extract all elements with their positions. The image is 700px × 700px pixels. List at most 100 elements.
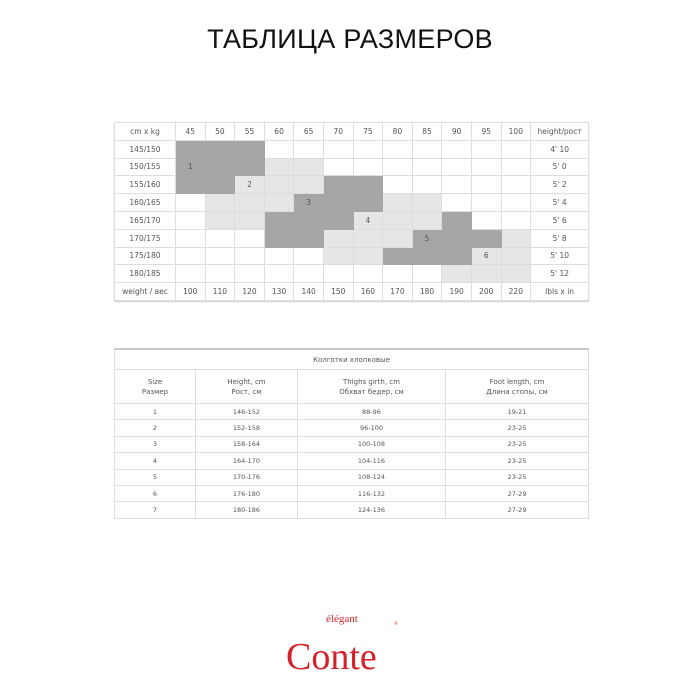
size-cell <box>500 139 532 159</box>
size-cell <box>470 139 502 159</box>
size-cell <box>293 264 324 284</box>
size-cell <box>352 193 384 212</box>
size-zone-label: 6 <box>470 246 502 266</box>
size-cell <box>263 175 295 195</box>
unit-label: lbls x in <box>530 282 590 301</box>
size-cell <box>175 193 206 212</box>
weight-lbs-value: 120 <box>234 282 265 301</box>
size-spec-table: Колготки хлопковые Size Размер Height, cm Ро… <box>113 348 590 519</box>
height-cm-label: 160/165 <box>114 193 176 212</box>
foot-value: 23-25 <box>444 435 590 454</box>
size-cell <box>411 210 443 230</box>
height-ft-label: 5' 12 <box>530 264 590 284</box>
grid-row: 150/155 1 5' 0 <box>114 157 590 177</box>
size-cell <box>500 228 532 248</box>
weight-lbs-value: 130 <box>263 282 295 301</box>
size-cell <box>441 157 472 177</box>
height-value: 170-176 <box>195 468 298 486</box>
size-row: 4 164-170 104-116 23-25 <box>114 452 590 470</box>
size-cell <box>470 264 502 284</box>
size-cell <box>204 193 236 212</box>
column-header: Size Размер <box>114 369 196 404</box>
size-cell <box>470 193 502 212</box>
size-cell <box>500 210 532 230</box>
size-zone-label: 4 <box>352 210 384 230</box>
size-cell <box>352 157 384 177</box>
size-cell <box>411 264 443 284</box>
size-cell <box>382 175 413 195</box>
height-value: 176-180 <box>195 484 298 503</box>
size-cell <box>204 210 236 230</box>
weight-kg-header: 50 <box>204 122 236 141</box>
column-header-line: Длина стопы, см <box>486 387 548 396</box>
size-cell <box>322 193 354 212</box>
weight-lbs-value: 190 <box>441 282 472 301</box>
size-cell <box>500 157 532 177</box>
corner-label: cm x kg <box>114 122 176 141</box>
size-cell <box>293 246 324 266</box>
weight-lbs-value: 100 <box>175 282 206 301</box>
weight-lbs-value: 110 <box>204 282 236 301</box>
size-cell <box>204 246 236 266</box>
size-cell <box>293 139 324 159</box>
weight-kg-header: 45 <box>175 122 206 141</box>
column-header-line: Рост, см <box>231 387 262 396</box>
svg-text:élégant: élégant <box>326 613 358 625</box>
size-cell <box>204 264 236 284</box>
size-cell <box>322 175 354 195</box>
size-value: 5 <box>114 468 196 486</box>
weight-lbs-value: 150 <box>322 282 354 301</box>
size-cell <box>322 246 354 266</box>
size-cell <box>204 228 236 248</box>
size-cell <box>352 264 384 284</box>
size-cell <box>322 264 354 284</box>
size-cell <box>470 175 502 195</box>
size-cell <box>411 157 443 177</box>
size-cell <box>500 246 532 266</box>
size-row: 2 152-158 96-100 23-25 <box>114 419 590 437</box>
foot-value: 27-29 <box>444 484 590 503</box>
weight-kg-header: 100 <box>500 122 532 141</box>
size-cell <box>411 139 443 159</box>
size-cell <box>234 228 265 248</box>
column-header: Height, cm Рост, см <box>195 369 298 404</box>
height-cm-label: 180/185 <box>114 264 176 284</box>
size-row: 6 176-180 116-132 27-29 <box>114 484 590 503</box>
size-cell <box>175 210 206 230</box>
thighs-value: 100-108 <box>297 435 446 454</box>
grid-footer-row: weight / вес 100 110 120 130 140 150 160 170 180 1… <box>114 282 590 301</box>
weight-kg-header: 55 <box>234 122 265 141</box>
foot-value: 23-25 <box>444 468 590 486</box>
grid-row: 160/165 3 5' 4 <box>114 193 590 212</box>
size-value: 7 <box>114 501 196 519</box>
size-cell <box>382 246 413 266</box>
weight-kg-header: 80 <box>382 122 413 141</box>
height-ft-label: 5' 2 <box>530 175 590 195</box>
size-cell <box>441 210 472 230</box>
height-cm-label: 155/160 <box>114 175 176 195</box>
size-cell <box>263 228 295 248</box>
size-cell <box>352 228 384 248</box>
height-value: 164-170 <box>195 452 298 470</box>
height-ft-label: 5' 6 <box>530 210 590 230</box>
size-cell <box>352 139 384 159</box>
size-cell <box>234 246 265 266</box>
size-cell <box>382 264 413 284</box>
conte-logo: élégant Conte ® <box>286 613 398 674</box>
size-cell <box>234 193 265 212</box>
size-cell <box>175 139 206 159</box>
size-cell <box>263 210 295 230</box>
size-cell <box>263 139 295 159</box>
size-cell <box>441 228 472 248</box>
column-header-line: Height, cm <box>227 377 266 386</box>
size-cell <box>500 193 532 212</box>
size-cell <box>234 139 265 159</box>
size-row: 1 146-152 88-96 19-21 <box>114 402 590 421</box>
weight-lbs-value: 160 <box>352 282 384 301</box>
size-cell <box>234 264 265 284</box>
size-cell <box>470 157 502 177</box>
weight-footer-label: weight / вес <box>114 282 176 301</box>
grid-row: 165/170 4 5' 6 <box>114 210 590 230</box>
grid-row: 155/160 2 5' 2 <box>114 175 590 195</box>
column-header: Thighs girth, cm Обхват бедер, см <box>297 369 446 404</box>
